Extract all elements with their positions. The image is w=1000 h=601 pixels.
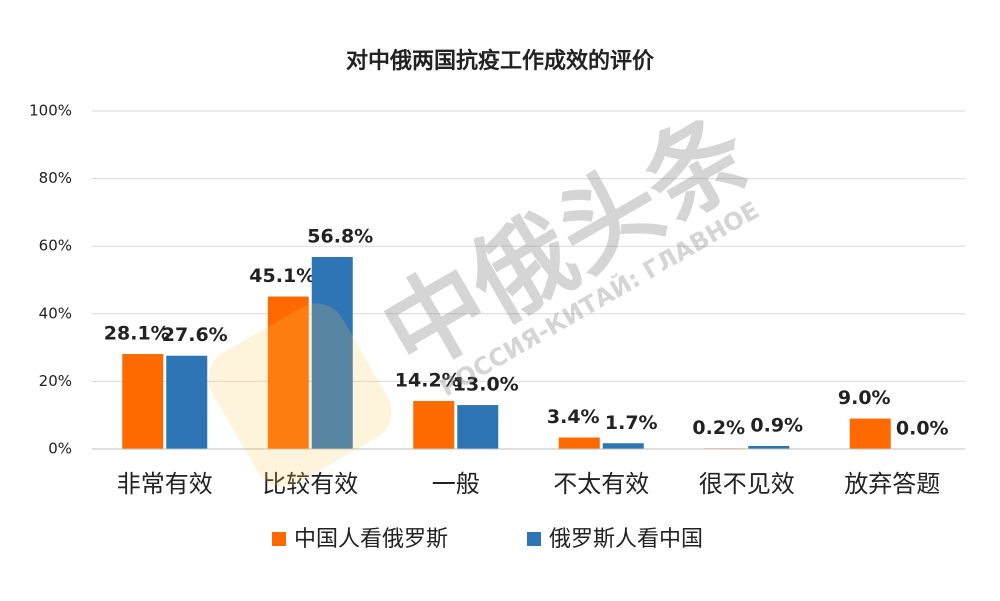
legend-label: 中国人看俄罗斯 — [294, 527, 448, 552]
y-tick-label: 20% — [39, 372, 72, 390]
x-tick-label: 一般 — [432, 470, 480, 498]
x-tick-label: 不太有效 — [553, 470, 649, 498]
y-tick-label: 100% — [29, 102, 72, 120]
bar — [558, 437, 600, 449]
data-label: 0.2% — [692, 417, 745, 439]
data-label: 56.8% — [307, 226, 373, 248]
bar — [166, 355, 208, 449]
bar — [311, 257, 353, 449]
data-label: 28.1% — [104, 323, 170, 345]
data-label: 9.0% — [838, 387, 891, 409]
data-label: 3.4% — [547, 406, 600, 428]
legend-swatch — [527, 532, 541, 546]
watermark-logo — [208, 303, 392, 487]
data-label: 0.0% — [896, 418, 949, 440]
x-tick-label: 比较有效 — [262, 470, 358, 498]
bar — [748, 445, 790, 449]
chart-title: 对中俄两国抗疫工作成效的评价 — [346, 48, 655, 74]
y-tick-label: 80% — [39, 169, 72, 187]
legend-label: 俄罗斯人看中国 — [549, 527, 703, 552]
data-label: 27.6% — [162, 324, 228, 346]
data-label: 1.7% — [605, 412, 658, 434]
bar — [602, 443, 644, 449]
data-label: 45.1% — [249, 265, 315, 287]
legend-swatch — [272, 532, 286, 546]
bar — [267, 296, 309, 449]
bar — [122, 354, 164, 449]
bar — [457, 405, 499, 449]
data-label: 14.2% — [395, 370, 461, 392]
y-tick-label: 0% — [48, 440, 72, 458]
y-tick-label: 60% — [39, 237, 72, 255]
y-tick-label: 40% — [39, 304, 72, 322]
bar — [413, 401, 455, 449]
data-label: 13.0% — [453, 374, 519, 396]
x-tick-label: 放弃答题 — [844, 470, 940, 498]
bar — [849, 418, 891, 449]
data-label: 0.9% — [750, 414, 803, 436]
x-tick-label: 非常有效 — [117, 470, 213, 498]
x-tick-label: 很不见效 — [699, 470, 795, 498]
